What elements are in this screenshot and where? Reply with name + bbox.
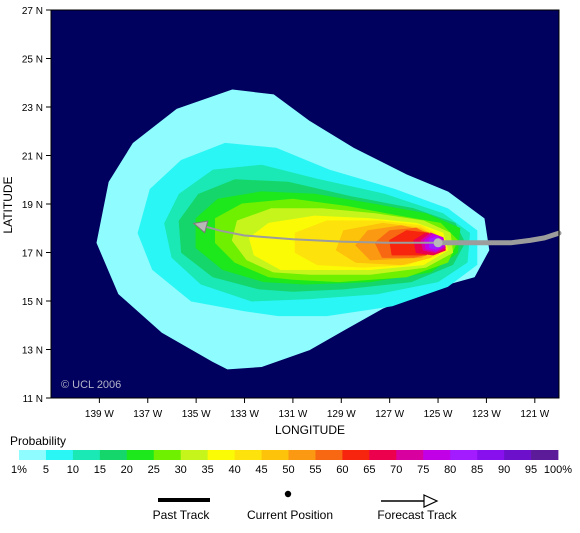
forecast-track-key-arrowhead	[423, 494, 439, 508]
legend-swatch	[45, 450, 74, 460]
legend-swatch	[72, 450, 101, 460]
y-tick-label: 19 N	[22, 200, 43, 211]
legend-level-label: 75	[417, 464, 429, 476]
legend-level-label: 1%	[11, 464, 27, 476]
x-tick-label: 121 W	[520, 409, 549, 420]
watermark: © UCL 2006	[61, 379, 121, 391]
legend-swatch	[477, 450, 505, 460]
legend-swatch	[423, 450, 451, 460]
x-tick-label: 133 W	[230, 409, 259, 420]
past-track-line	[435, 230, 562, 246]
legend-level-label: 90	[498, 464, 510, 476]
legend-level-label: 80	[444, 464, 456, 476]
legend-level-label: 60	[336, 464, 348, 476]
y-tick-label: 21 N	[22, 152, 43, 163]
forecast-arrowhead	[192, 220, 209, 234]
legend-level-label: 5	[43, 464, 49, 476]
y-tick-label: 25 N	[22, 55, 43, 66]
x-tick-label: 123 W	[472, 409, 501, 420]
legend-level-label: 50	[282, 464, 294, 476]
legend-level-label: 70	[390, 464, 402, 476]
legend-level-label: 35	[202, 464, 214, 476]
legend-swatch	[153, 450, 182, 460]
legend-swatch	[531, 450, 559, 460]
legend-swatch	[234, 450, 262, 460]
x-axis-title: LONGITUDE	[275, 423, 345, 437]
y-tick-label: 23 N	[22, 103, 43, 114]
x-tick-label: 137 W	[133, 409, 162, 420]
legend-swatch	[315, 450, 343, 460]
x-axis: 139 W 137 W 135 W 133 W 131 W 129 W 127 W 125 W…	[85, 398, 550, 420]
x-tick-label: 131 W	[278, 409, 307, 420]
past-track-key-label: Past Track	[153, 508, 211, 522]
storm-tracks	[192, 220, 562, 248]
legend-level-label: 95	[525, 464, 537, 476]
probability-legend: 1% 5 10 15 20 25 30 35 40 45 50 55 60 65 70 75 80 85 90 95 1…	[11, 450, 572, 476]
legend-swatch	[396, 450, 424, 460]
legend-level-label: 20	[121, 464, 133, 476]
legend-swatch	[369, 450, 397, 460]
legend-swatch	[504, 450, 532, 460]
legend-swatch	[261, 450, 289, 460]
legend-swatch	[19, 450, 47, 460]
legend-swatch	[342, 450, 370, 460]
x-tick-label: 127 W	[375, 409, 404, 420]
y-tick-label: 11 N	[23, 394, 43, 405]
legend-swatch	[288, 450, 316, 460]
x-tick-label: 139 W	[85, 409, 114, 420]
legend-swatch	[207, 450, 235, 460]
y-tick-label: 15 N	[22, 297, 43, 308]
legend-level-label: 85	[471, 464, 483, 476]
legend-level-label: 25	[148, 464, 160, 476]
legend-level-label: 40	[228, 464, 240, 476]
x-tick-label: 125 W	[424, 409, 453, 420]
current-position-marker	[433, 238, 443, 248]
legend-level-label: 10	[67, 464, 79, 476]
probability-contours	[96, 89, 490, 370]
legend-swatch	[126, 450, 155, 460]
legend-level-label: 100%	[544, 464, 572, 476]
y-tick-label: 27 N	[22, 6, 43, 17]
current-position-key-label: Current Position	[247, 508, 333, 522]
legend-swatch	[99, 450, 128, 460]
legend-title: Probability	[10, 434, 66, 448]
y-axis-title: LATITUDE	[1, 176, 15, 233]
legend-level-label: 45	[255, 464, 267, 476]
x-tick-label: 129 W	[327, 409, 356, 420]
forecast-track-line	[193, 222, 438, 244]
current-position-key-dot	[284, 490, 292, 498]
y-tick-label: 17 N	[22, 249, 43, 260]
track-key: Past Track Current Position Forecast Tra…	[153, 490, 458, 522]
y-axis: 11 N 13 N 15 N 17 N 19 N 21 N 23 N 25 N 27 N	[22, 6, 51, 405]
legend-swatch	[450, 450, 478, 460]
legend-level-label: 55	[309, 464, 321, 476]
x-tick-label: 135 W	[182, 409, 211, 420]
y-tick-label: 13 N	[22, 346, 43, 357]
legend-level-label: 15	[94, 464, 106, 476]
legend-level-label: 30	[175, 464, 187, 476]
legend-swatch	[180, 450, 209, 460]
legend-level-label: 65	[363, 464, 375, 476]
plot-area: © UCL 2006	[50, 9, 562, 399]
forecast-track-key-label: Forecast Track	[377, 508, 457, 522]
